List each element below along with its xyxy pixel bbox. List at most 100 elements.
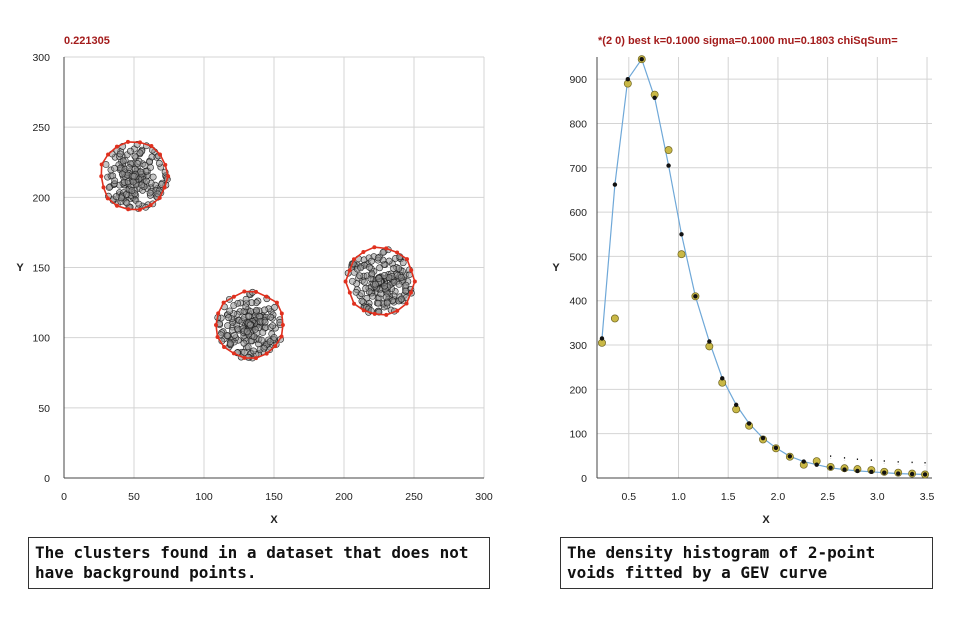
hull-vertex: [384, 246, 389, 251]
fit-point: [842, 467, 847, 472]
cluster-point: [148, 153, 156, 161]
left-x-tick-label: 300: [475, 491, 493, 503]
left-y-tick-label: 50: [38, 403, 50, 415]
hull-vertex: [351, 257, 356, 262]
right-y-tick-label: 800: [569, 118, 587, 130]
cluster-point: [397, 274, 405, 281]
cluster-point: [155, 159, 163, 167]
hull-vertex: [254, 356, 259, 361]
fit-point: [814, 462, 819, 467]
fit-point: [666, 163, 671, 168]
cluster-point: [105, 184, 113, 191]
left-y-tick-label: 250: [32, 122, 50, 134]
right-x-tick-label: 0.5: [622, 491, 637, 503]
cluster-point: [382, 293, 390, 301]
fit-point: [599, 336, 605, 341]
cluster-point: [253, 306, 260, 314]
cluster-point: [381, 272, 388, 279]
left-x-tick-label: 50: [128, 491, 140, 503]
left-grid: [63, 56, 485, 479]
hull-vertex: [352, 301, 357, 306]
hull-vertex: [99, 174, 104, 179]
hull-vertex: [106, 152, 111, 157]
hull-vertex: [137, 207, 142, 212]
hull-vertex: [409, 268, 414, 273]
fit-point: [882, 470, 887, 475]
left-y-tick-label: 150: [32, 263, 50, 275]
cluster-point: [223, 332, 231, 339]
cluster-point: [230, 302, 238, 309]
cluster-point: [260, 344, 268, 352]
hull-vertex: [126, 207, 131, 212]
hull-vertex: [125, 139, 130, 144]
hull-vertex: [264, 351, 269, 356]
cluster-point: [134, 160, 141, 167]
cluster-point: [242, 303, 250, 311]
cluster-point: [135, 200, 143, 208]
hull-vertex: [214, 323, 219, 328]
fit-point: [652, 95, 657, 100]
cluster-point: [250, 333, 258, 341]
fit-point: [828, 465, 833, 471]
hull-vertex: [162, 185, 167, 190]
cluster-point: [357, 264, 365, 272]
cluster-point: [369, 292, 377, 300]
cluster-point: [137, 168, 145, 176]
cluster-point: [250, 347, 257, 355]
cluster-point: [374, 299, 382, 307]
hull-vertex: [221, 300, 226, 305]
left-x-tick-label: 0: [61, 491, 67, 503]
gev-density-chart: *(2 0) best k=0.1000 sigma=0.1000 mu=0.1…: [552, 35, 934, 526]
fit-point: [760, 435, 766, 441]
right-x-tick-label: 3.0: [870, 491, 885, 503]
cluster-point: [245, 313, 253, 320]
right-y-tick-label: 500: [569, 251, 587, 263]
hull-vertex: [347, 268, 352, 273]
hull-vertex: [254, 289, 259, 294]
right-y-tick-label: 600: [569, 207, 587, 219]
right-chart-title: *(2 0) best k=0.1000 sigma=0.1000 mu=0.1…: [598, 35, 898, 47]
hull-vertex: [280, 323, 285, 328]
fit-point: [733, 402, 739, 408]
cluster-point: [399, 259, 407, 267]
hull-vertex: [343, 279, 348, 284]
right-y-tick-label: 200: [569, 384, 587, 396]
hull-vertex: [163, 162, 168, 167]
cluster-point: [243, 327, 251, 335]
hull-vertex: [242, 289, 247, 294]
hull-vertex: [279, 311, 284, 316]
cluster-point: [365, 263, 373, 271]
cluster-point: [259, 329, 267, 336]
hull-vertex: [384, 312, 389, 317]
hull-vertex: [242, 355, 247, 360]
left-chart-title: 0.221305: [64, 35, 110, 47]
cluster-point: [226, 307, 234, 315]
cluster-2: [214, 288, 285, 362]
cluster-point: [242, 295, 250, 303]
hull-vertex: [279, 334, 284, 339]
cluster-point: [125, 164, 133, 172]
hull-vertex: [99, 162, 104, 167]
cluster-point: [130, 172, 138, 180]
right-x-tick-label: 2.5: [820, 491, 835, 503]
hull-vertex: [274, 300, 279, 305]
left-y-tick-label: 100: [32, 333, 50, 345]
cluster-point: [266, 338, 274, 345]
hull-vertex: [149, 144, 154, 149]
hull-vertex: [264, 294, 269, 299]
right-y-tick-label: 300: [569, 340, 587, 352]
cluster-point: [246, 321, 254, 329]
cluster-point: [390, 265, 397, 272]
cluster-point: [377, 290, 385, 298]
left-x-tick-label: 150: [265, 491, 283, 503]
cluster-point: [123, 199, 131, 207]
cluster-point: [379, 249, 387, 256]
hull-vertex: [216, 311, 221, 316]
fit-point: [639, 57, 644, 62]
right-y-axis-label: Y: [552, 262, 560, 274]
cluster-point: [402, 281, 410, 289]
cluster-point: [402, 287, 409, 295]
cluster-point: [138, 181, 146, 189]
hull-vertex: [157, 152, 162, 157]
hull-vertex: [404, 257, 409, 262]
